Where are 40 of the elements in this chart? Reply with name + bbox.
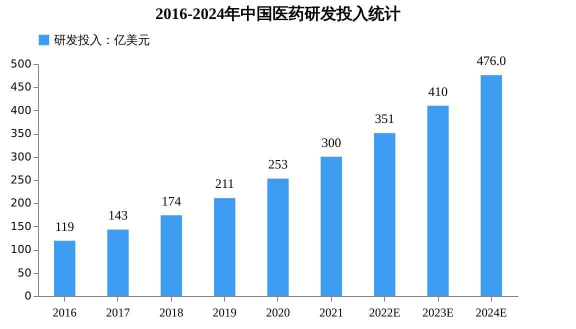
bar [107,230,129,296]
y-tick-label: 100 [10,243,32,256]
x-tick-label: 2016 [52,306,77,320]
data-label: 476.0 [476,53,506,68]
data-label: 253 [268,156,288,172]
y-tick-label: 450 [10,80,32,94]
legend-label: 研发投入：亿美元 [54,33,150,47]
data-label: 410 [428,84,448,99]
bar [320,156,342,296]
y-tick-label: 50 [18,266,32,280]
data-label: 143 [108,208,128,223]
y-tick-label: 250 [10,174,32,186]
x-tick-label: 2021 [319,306,344,320]
x-tick-label: 2018 [159,306,184,320]
y-tick-label: 500 [10,58,32,70]
x-tick-label: 2020 [266,306,290,320]
x-tick-label: 2019 [212,306,237,320]
chart-title: 2016-2024年中国医药研发投入统计 [155,5,401,23]
x-tick-label: 2024E [476,306,508,320]
x-tick-label: 2023E [422,306,454,320]
data-label: 174 [162,193,182,208]
y-tick-label: 200 [10,196,32,210]
bar [480,75,502,296]
bar [374,133,396,296]
x-tick-label: 2017 [106,306,130,320]
y-tick-label: 400 [10,104,32,117]
bar [214,198,236,296]
data-label: 119 [55,218,74,234]
y-tick-label: 300 [10,150,32,164]
data-label: 351 [374,111,394,126]
y-tick-label: 150 [10,220,32,233]
bar [267,178,289,296]
y-tick-label: 0 [24,290,32,302]
data-label: 300 [322,134,342,150]
bar [54,240,76,296]
data-label: 211 [215,176,234,192]
x-tick-label: 2022E [368,306,400,320]
y-tick-label: 350 [10,127,32,140]
bar [160,215,182,296]
bar [427,106,449,296]
